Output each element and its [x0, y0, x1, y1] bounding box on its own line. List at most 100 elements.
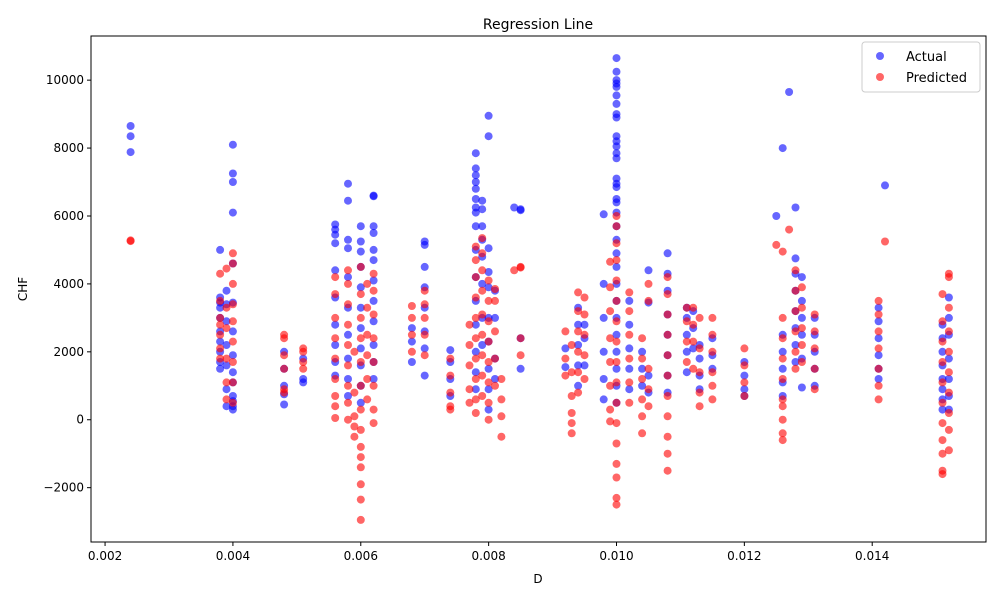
data-point — [228, 317, 237, 326]
data-point — [944, 425, 953, 434]
data-point — [574, 320, 583, 329]
data-point — [625, 288, 634, 297]
data-point — [356, 381, 365, 390]
data-point — [944, 347, 953, 356]
data-point — [797, 383, 806, 392]
data-point — [216, 337, 225, 346]
data-point — [561, 363, 570, 372]
data-point — [228, 279, 237, 288]
data-point — [491, 285, 499, 293]
data-point — [484, 276, 493, 285]
y-tick-label: 2000 — [53, 345, 84, 359]
data-point — [465, 385, 474, 394]
data-point — [350, 388, 359, 397]
data-point — [567, 419, 576, 428]
data-point — [280, 334, 289, 343]
data-point — [299, 347, 308, 356]
data-point — [778, 354, 787, 363]
data-point — [810, 344, 819, 353]
data-point — [663, 290, 672, 299]
data-point — [612, 493, 621, 502]
data-point — [625, 344, 634, 353]
data-point — [663, 351, 672, 360]
data-point — [791, 347, 800, 356]
y-tick-label: 8000 — [53, 141, 84, 155]
data-point — [216, 245, 225, 254]
data-point — [516, 364, 525, 373]
data-point — [331, 320, 340, 329]
data-point — [778, 415, 787, 424]
data-point — [874, 310, 883, 319]
data-point — [344, 300, 352, 309]
data-point — [606, 405, 615, 414]
data-point — [497, 412, 506, 421]
data-point — [574, 307, 583, 316]
data-point — [369, 375, 378, 383]
data-point — [938, 405, 947, 414]
y-tick-label: 4000 — [53, 277, 84, 291]
data-point — [478, 330, 487, 339]
data-point — [606, 417, 615, 426]
data-point — [612, 249, 621, 258]
data-point — [369, 296, 378, 305]
data-point — [344, 415, 352, 424]
data-point — [944, 354, 953, 363]
data-point — [471, 334, 480, 343]
data-point — [644, 364, 653, 373]
data-point — [612, 256, 621, 265]
data-point — [682, 317, 691, 326]
data-point — [222, 402, 231, 411]
data-point — [938, 347, 947, 356]
data-point — [791, 203, 800, 212]
data-point — [612, 296, 621, 305]
data-point — [689, 320, 698, 329]
data-point — [491, 296, 499, 305]
data-point — [682, 330, 691, 339]
data-point — [574, 361, 583, 370]
data-point — [612, 378, 621, 387]
data-point — [938, 398, 947, 407]
data-point — [420, 300, 429, 309]
data-point — [446, 371, 455, 380]
data-point — [222, 317, 231, 326]
data-point — [778, 395, 787, 404]
data-point — [331, 273, 340, 282]
data-point — [612, 113, 621, 122]
data-point — [216, 303, 225, 312]
data-point — [216, 320, 225, 329]
data-point — [446, 354, 455, 363]
data-point — [612, 154, 621, 163]
data-point — [689, 303, 698, 312]
data-point — [516, 206, 525, 215]
data-point — [471, 320, 480, 329]
data-point — [612, 183, 621, 192]
data-point — [881, 237, 889, 246]
data-point — [420, 330, 429, 339]
data-point — [228, 398, 237, 407]
data-point — [874, 351, 883, 360]
data-point — [478, 279, 487, 288]
data-point — [216, 269, 225, 278]
data-point — [682, 368, 691, 377]
data-point — [797, 341, 806, 349]
data-point — [612, 91, 621, 100]
data-point — [663, 273, 672, 282]
data-point — [471, 178, 480, 186]
data-point — [356, 480, 365, 489]
data-point — [471, 375, 480, 383]
data-point — [625, 364, 634, 373]
data-point — [369, 276, 378, 285]
data-point — [938, 449, 947, 458]
data-point — [216, 344, 225, 353]
data-point — [944, 368, 953, 377]
data-point — [471, 195, 480, 203]
data-point — [228, 327, 237, 336]
data-point — [938, 419, 947, 428]
data-point — [574, 341, 583, 349]
data-point — [612, 262, 621, 271]
plot-area — [91, 36, 986, 542]
data-point — [599, 210, 608, 219]
data-point — [778, 347, 787, 356]
data-point — [484, 317, 493, 326]
